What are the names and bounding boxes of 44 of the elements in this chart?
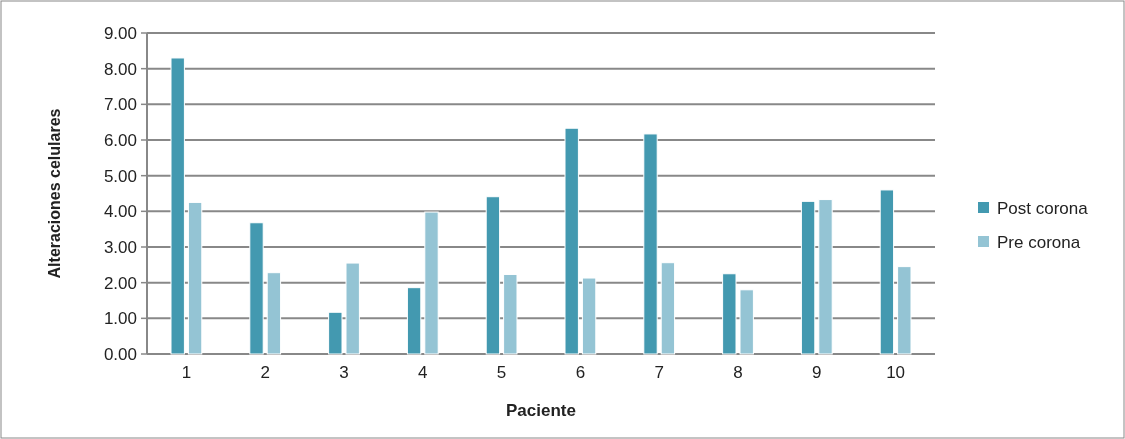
bar xyxy=(266,272,282,355)
bar xyxy=(879,189,895,355)
bar xyxy=(170,57,185,355)
bar xyxy=(897,266,912,355)
bar xyxy=(485,196,501,355)
bar xyxy=(503,273,518,355)
x-tick-label: 4 xyxy=(418,363,428,382)
y-tick-label: 4.00 xyxy=(103,202,137,222)
y-tick-label: 6.00 xyxy=(103,130,137,150)
y-tick-label: 3.00 xyxy=(103,237,137,257)
y-tick-label: 7.00 xyxy=(103,95,137,115)
bar xyxy=(187,201,203,355)
bar xyxy=(249,222,264,355)
y-tick-label: 5.00 xyxy=(103,166,137,186)
x-tick-label: 7 xyxy=(654,363,664,382)
bar xyxy=(581,277,597,355)
x-tick-label: 2 xyxy=(260,363,270,382)
y-tick-label: 9.00 xyxy=(103,23,137,43)
bar xyxy=(424,211,439,355)
x-tick-label: 5 xyxy=(496,363,507,382)
bar xyxy=(800,200,816,355)
x-tick-label: 8 xyxy=(733,363,743,382)
bar xyxy=(818,199,833,355)
bar xyxy=(406,287,422,355)
x-tick-label: 3 xyxy=(339,363,349,382)
x-tick-label: 6 xyxy=(575,363,586,382)
legend-label: Post corona xyxy=(997,198,1089,218)
x-tick-label: 1 xyxy=(181,363,192,382)
legend-label: Pre corona xyxy=(997,232,1081,252)
x-axis-title: Paciente xyxy=(506,401,576,420)
y-tick-label: 2.00 xyxy=(103,273,137,293)
bar xyxy=(722,273,737,355)
bar xyxy=(345,262,360,355)
bar xyxy=(643,133,658,355)
bar xyxy=(739,289,754,355)
bar xyxy=(564,127,579,355)
bar xyxy=(328,311,343,355)
y-tick-label: 8.00 xyxy=(103,59,137,79)
x-tick-label: 10 xyxy=(886,363,906,382)
y-axis-title: Alteraciones celulares xyxy=(46,108,63,279)
y-tick-label: 1.00 xyxy=(103,309,137,329)
y-tick-label: 0.00 xyxy=(103,344,137,364)
bar xyxy=(660,262,676,355)
x-tick-label: 9 xyxy=(812,363,822,382)
